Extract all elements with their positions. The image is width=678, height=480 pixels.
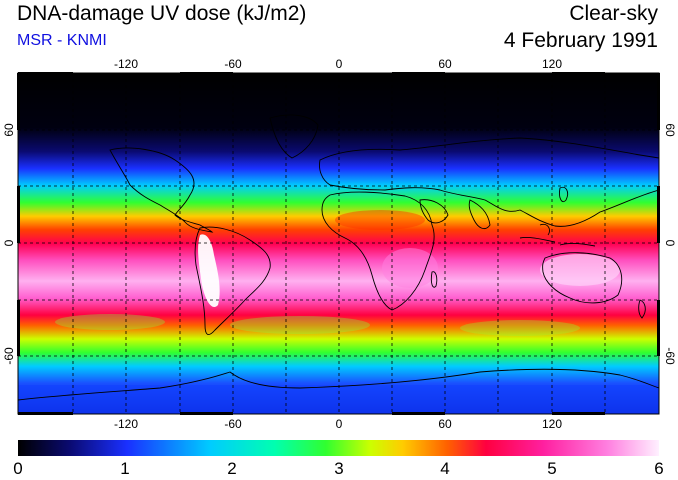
- lon-labels-top: -120 -60 0 60 120: [114, 57, 562, 71]
- lon-label: -120: [114, 417, 138, 431]
- lon-label: 60: [438, 417, 452, 431]
- colorbar-tick: 4: [440, 459, 449, 478]
- coast-new-zealand: [638, 299, 646, 319]
- lon-label: 0: [336, 417, 343, 431]
- graticule: [18, 73, 659, 414]
- coast-australia: [542, 252, 623, 304]
- data-source-label: MSR - KNMI: [17, 32, 107, 49]
- lon-label: -120: [114, 57, 138, 71]
- lat-label: 60: [2, 123, 16, 137]
- colorbar-labels: 0 1 2 3 4 5 6: [13, 459, 663, 478]
- date-label: 4 February 1991: [503, 29, 658, 52]
- regional-variations: [18, 210, 659, 414]
- uv-field: [18, 73, 659, 414]
- coast-eurasia: [319, 137, 659, 227]
- coastlines: [18, 114, 659, 401]
- colorbar-tick: 3: [334, 459, 343, 478]
- lon-labels-bottom: -120 -60 0 60 120: [114, 417, 562, 431]
- coast-japan: [559, 186, 569, 203]
- lon-label: 60: [438, 57, 452, 71]
- lat-label: -60: [663, 347, 677, 365]
- coast-madagascar: [430, 271, 438, 288]
- lon-label: -60: [224, 57, 242, 71]
- lat-labels-right: 60 0 -60: [663, 123, 677, 365]
- coast-greenland: [269, 114, 319, 159]
- colorbar-tick: 1: [120, 459, 129, 478]
- frame-ticks: [17, 72, 660, 415]
- lat-label: 60: [663, 123, 677, 137]
- colorbar-tick: 5: [547, 459, 556, 478]
- coast-arabia: [419, 199, 449, 224]
- lon-label: 120: [542, 57, 562, 71]
- lat-label: 0: [2, 239, 16, 246]
- map-title: DNA-damage UV dose (kJ/m2): [17, 2, 307, 25]
- colorbar-tick: 0: [13, 459, 22, 478]
- coast-south-america: [194, 226, 271, 336]
- lat-labels-left: 60 0 -60: [2, 123, 16, 365]
- coast-antarctica: [18, 368, 659, 401]
- lat-label: 0: [663, 240, 677, 247]
- lon-label: 0: [336, 57, 343, 71]
- map-frame: [17, 72, 660, 415]
- colorbar-tick: 2: [227, 459, 236, 478]
- colorbar-tick: 6: [654, 459, 663, 478]
- coast-north-america: [109, 147, 214, 233]
- colorbar: [18, 440, 659, 456]
- lon-label: 120: [542, 417, 562, 431]
- lat-label: -60: [2, 347, 16, 365]
- lon-label: -60: [224, 417, 242, 431]
- coast-india: [468, 199, 491, 230]
- sky-condition-label: Clear-sky: [569, 2, 658, 25]
